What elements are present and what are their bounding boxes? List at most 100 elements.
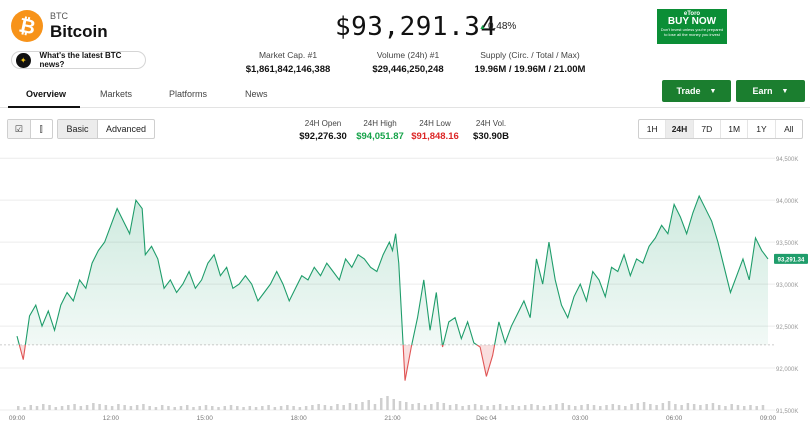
volume-bar — [148, 406, 151, 410]
volume-bar — [755, 406, 758, 410]
volume-bar — [104, 405, 108, 410]
x-tick-label: 12:00 — [103, 415, 120, 422]
tab-news[interactable]: News — [245, 89, 268, 99]
price-chart[interactable]: 94,500K 94,000K 93,500K 93,000K 92,500K 92,00… — [0, 148, 810, 428]
volume-bar — [123, 405, 126, 410]
volume-bar — [411, 404, 414, 410]
candlestick-chart-icon[interactable]: ⫿ — [39, 123, 43, 134]
chevron-down-icon: ▼ — [781, 87, 789, 95]
y-tick-label: 94,500K — [776, 157, 798, 163]
ad-cta: BUY NOW — [667, 16, 717, 27]
trade-button-label: Trade — [676, 86, 701, 96]
price-line-up — [16, 194, 769, 345]
mode-basic-button[interactable]: Basic — [58, 120, 98, 138]
volume-bar — [536, 405, 539, 410]
volume-bar — [142, 404, 145, 410]
volume-bar — [680, 405, 683, 410]
x-tick-label: Dec 04 — [476, 415, 497, 422]
volume-bar — [279, 406, 283, 410]
volume-bar — [711, 403, 715, 410]
volume-bar — [42, 404, 45, 410]
volume-bar — [761, 405, 765, 410]
volume-bar — [636, 403, 640, 410]
volume-bar — [448, 405, 452, 410]
volume-bar — [599, 406, 602, 410]
volume-bar — [511, 405, 514, 410]
volume-bar — [742, 406, 746, 410]
volume-bar — [467, 405, 471, 410]
supply-label: Supply (Circ. / Total / Max) — [480, 50, 580, 60]
volume-bar — [367, 400, 370, 410]
volume-bar — [461, 406, 464, 410]
y-tick-label: 93,000K — [776, 283, 798, 289]
range-7d-button[interactable]: 7D — [694, 120, 721, 138]
volume-bar — [442, 403, 446, 410]
etoro-ad-banner[interactable]: eToro BUY NOW Don't invest unless you're… — [657, 9, 727, 44]
sparkle-icon: ✦ — [16, 52, 31, 68]
volume-bar — [749, 405, 752, 410]
open-value: $92,276.30 — [299, 131, 347, 142]
tab-markets[interactable]: Markets — [100, 89, 133, 99]
price-change-value: 0.48% — [487, 21, 517, 32]
mode-advanced-button[interactable]: Advanced — [105, 124, 147, 134]
volume-label: Volume (24h) #1 — [376, 50, 440, 60]
volume-bar — [580, 405, 583, 410]
active-tab-indicator — [8, 106, 80, 108]
volume-bar — [586, 404, 590, 410]
volume-bar — [661, 403, 665, 410]
latest-news-button[interactable]: ✦ What's the latest BTC news? — [11, 51, 146, 69]
volume-bar — [730, 404, 733, 410]
latest-news-label: What's the latest BTC news? — [39, 51, 122, 69]
ad-brand: eToro — [683, 11, 701, 17]
volume-bar — [423, 405, 427, 410]
volume-bar — [336, 404, 339, 410]
market-cap-stat: Market Cap. #1 $1,861,842,146,388 — [238, 50, 338, 75]
volume-bar — [561, 403, 564, 410]
volume-bar — [185, 405, 189, 410]
volume-bar — [292, 406, 295, 410]
high-stat: 24H High $94,051.87 — [350, 119, 410, 142]
vol-label: 24H Vol. — [475, 119, 507, 128]
low-value: $91,848.16 — [411, 131, 459, 142]
volume-value: $29,446,250,248 — [372, 64, 444, 75]
range-24h-button[interactable]: 24H — [666, 120, 694, 138]
x-tick-label: 09:00 — [9, 415, 26, 422]
y-tick-label: 92,500K — [776, 325, 798, 331]
range-1m-button[interactable]: 1M — [721, 120, 749, 138]
volume-bar — [542, 406, 546, 410]
volume-bar — [267, 405, 270, 410]
trade-button[interactable]: Trade ▼ — [662, 80, 731, 102]
tab-overview[interactable]: Overview — [26, 89, 67, 99]
range-all-button[interactable]: All — [784, 124, 794, 134]
volume-bar — [379, 398, 383, 410]
x-tick-label: 06:00 — [666, 415, 683, 422]
volume-bar — [417, 403, 421, 410]
volume-bar — [480, 405, 483, 410]
low-stat: 24H Low $91,848.16 — [405, 119, 465, 142]
volume-bar — [398, 401, 402, 410]
volume-bar — [361, 402, 364, 410]
volume-bar — [85, 405, 89, 410]
chevron-down-icon: ▼ — [709, 87, 717, 95]
volume-bar — [530, 404, 533, 410]
high-label: 24H High — [363, 119, 397, 128]
earn-button[interactable]: Earn ▼ — [736, 80, 805, 102]
volume-bar — [261, 406, 264, 410]
volume-bar — [686, 403, 690, 410]
line-chart-icon[interactable]: ☑ — [8, 120, 31, 138]
x-tick-label: 15:00 — [197, 415, 214, 422]
volume-bar — [617, 405, 621, 410]
range-1h-button[interactable]: 1H — [639, 120, 667, 138]
volume-bar — [717, 405, 721, 410]
range-1y-button[interactable]: 1Y — [748, 120, 776, 138]
volume-bar — [724, 406, 727, 410]
tab-platforms[interactable]: Platforms — [169, 89, 208, 99]
volume-bar — [160, 405, 164, 410]
vol-value: $30.90B — [473, 131, 509, 142]
volume-bar — [304, 406, 308, 410]
volume-bar — [692, 404, 696, 410]
ad-disclaimer: Don't invest unless you're prepared to l… — [660, 27, 724, 37]
volume-bar — [486, 406, 489, 410]
volume-bar — [624, 406, 627, 410]
volume-bar — [154, 407, 158, 410]
